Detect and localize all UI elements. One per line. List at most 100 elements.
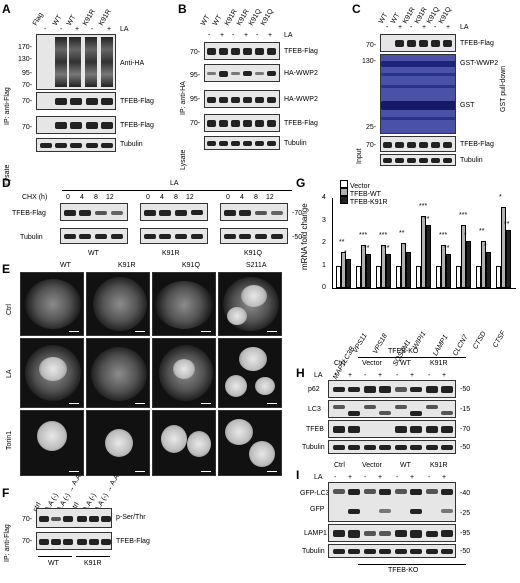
bar-tfeb-k91r [446, 254, 451, 288]
band-label: Tubulin [20, 234, 43, 241]
lane-label: WT [199, 14, 212, 27]
significance-marker: ** [339, 239, 345, 246]
mw-marker: -50 [460, 444, 471, 451]
band-label: Tubulin [284, 140, 307, 147]
bar-vector [456, 265, 461, 288]
significance-marker: * [499, 194, 502, 201]
panel-label-g: G [296, 176, 306, 190]
bar-tfeb-k91r [406, 252, 411, 288]
mw-marker: -50 [460, 386, 471, 393]
panel-label-b: B [178, 2, 187, 16]
mw-marker: 25- [366, 124, 377, 131]
bar-vector [396, 265, 401, 288]
ip-label: IP: anti-Flag [4, 524, 11, 562]
bar-vector [336, 265, 341, 288]
x-tick-label: VPS18 [372, 332, 389, 356]
bar-tfeb-wt [461, 225, 466, 288]
mw-marker: -50 [460, 548, 471, 555]
micrograph [86, 410, 150, 476]
significance-marker: *** [379, 232, 388, 240]
la-sign: + [442, 372, 447, 379]
blot-tfeb-k91r [140, 203, 208, 221]
micrograph [86, 272, 150, 336]
blot-tfeb-flag-input [380, 136, 456, 152]
bar-tfeb-k91r [346, 258, 351, 288]
blot-tubulin-k91q [220, 228, 288, 244]
group-label: Vector [362, 360, 382, 367]
la-sign: + [268, 32, 273, 39]
significance-marker: * [344, 249, 347, 257]
x-tick-label: VPS11 [352, 332, 369, 355]
significance-marker: ** [479, 227, 485, 235]
significance-marker: ** [504, 220, 510, 228]
x-tick-label: CLCN7 [452, 333, 470, 358]
micrograph [218, 410, 282, 476]
la-sign: - [334, 372, 337, 379]
time: 8 [94, 194, 98, 201]
band-label: Tubulin [120, 141, 143, 148]
significance-marker: * [464, 231, 467, 239]
lysate-label: Lysate [180, 149, 187, 170]
y-tick-label: 2 [322, 239, 326, 246]
bar-tfeb-wt [481, 240, 486, 288]
blot-tubulin [204, 136, 280, 150]
band-label: TFEB-Flag [284, 48, 318, 55]
mw-marker: 130- [362, 58, 377, 65]
la-sign: - [364, 474, 367, 481]
la-sign: + [75, 26, 80, 33]
condition-line [62, 190, 292, 191]
panel-label-i: I [296, 468, 300, 482]
mw-marker: 70- [22, 538, 33, 545]
group-label: WT [400, 462, 411, 469]
time: 0 [226, 194, 230, 201]
x-axis [332, 288, 516, 289]
micrograph [218, 272, 282, 336]
row-label: LA [6, 369, 13, 378]
group-label: Ctrl [334, 360, 345, 367]
micrograph [86, 338, 150, 408]
group-label: Ctrl [334, 462, 345, 469]
pulldown-label: GST pull-down [500, 65, 507, 112]
bar-tfeb-wt [401, 243, 406, 288]
micrograph [152, 272, 216, 336]
mw-marker: 70- [22, 516, 33, 523]
time: 4 [240, 194, 244, 201]
micrograph [20, 272, 84, 336]
header-label: TFEB-KO [388, 348, 419, 355]
band-label: TFEB-Flag [120, 122, 154, 129]
panel-label-d: D [2, 176, 11, 190]
la-sign: + [378, 372, 383, 379]
la-sign: - [428, 474, 431, 481]
y-axis [332, 198, 333, 288]
band-label: HA-WWP2 [284, 70, 318, 77]
band-label: TFEB-Flag [460, 40, 494, 47]
mw-marker: -70 [460, 426, 471, 433]
time: 4 [80, 194, 84, 201]
blot-ha-wwp2-ip [204, 64, 280, 82]
mw-marker: -25 [460, 510, 471, 517]
la-sign: + [398, 24, 403, 31]
x-tick-label: LAMP1 [432, 333, 450, 358]
mw-marker: -70 [292, 210, 303, 217]
bar-vector [416, 265, 421, 288]
chx-label: CHX (h) [22, 194, 48, 201]
mw-marker: 70- [366, 142, 377, 149]
mw-marker: -40 [460, 490, 471, 497]
band-label: GST [460, 102, 475, 109]
blot-tubulin [36, 138, 116, 152]
significance-marker: ** [444, 245, 450, 253]
la-sign: - [434, 24, 437, 31]
bar-vector [356, 265, 361, 288]
la-sign: - [364, 372, 367, 379]
legend-item: Vector [340, 180, 370, 191]
band-label: TFEB-Flag [284, 120, 318, 127]
mw-marker: 95- [22, 70, 33, 77]
bar-tfeb-wt [381, 245, 386, 288]
la-sign: + [410, 372, 415, 379]
panel-label-a: A [2, 2, 11, 16]
la-sign: - [386, 24, 389, 31]
band-label: HA-WWP2 [284, 96, 318, 103]
significance-marker: ** [364, 245, 370, 253]
legend-item: TFEB-K91R [340, 196, 388, 207]
band-label: GFP [310, 506, 325, 513]
